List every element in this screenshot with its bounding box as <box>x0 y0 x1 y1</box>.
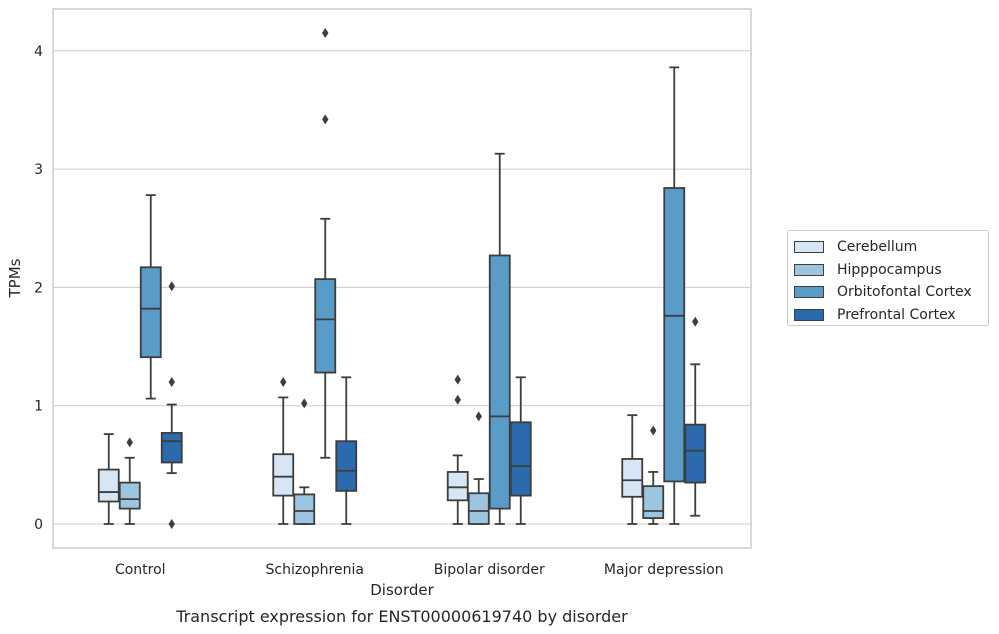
outlier-point <box>168 377 175 388</box>
x-tick-label-bipolar-disorder: Bipolar disorder <box>434 562 545 578</box>
legend: Cerebellum Hipppocampus Orbitofontal Cor… <box>787 230 989 326</box>
box-iqr <box>663 187 686 483</box>
outlier-point <box>692 316 699 327</box>
box-plot-series <box>97 28 707 529</box>
outlier-point <box>454 374 461 385</box>
outlier-point <box>322 114 329 125</box>
outlier-point <box>126 437 133 448</box>
outlier-point <box>475 411 482 422</box>
box-iqr <box>446 471 469 502</box>
legend-swatch-hippocampus <box>794 263 824 276</box>
legend-swatch-prefrontal-cortex <box>794 308 824 321</box>
box-iqr <box>97 468 120 503</box>
plot-frame <box>52 8 752 549</box>
box-3-1 <box>642 425 665 525</box>
legend-label-cerebellum: Cerebellum <box>837 239 918 256</box>
y-tick-label-4: 4 <box>34 44 43 60</box>
box-iqr <box>684 423 707 484</box>
y-tick-label-1: 1 <box>34 399 43 415</box>
box-1-0 <box>272 377 295 525</box>
box-iqr <box>118 481 141 510</box>
outlier-point <box>301 398 308 409</box>
x-axis-label: Disorder <box>370 581 434 599</box>
outlier-point <box>322 28 329 39</box>
legend-item-cerebellum: Cerebellum <box>794 236 988 259</box>
legend-item-orbitofrontal-cortex: Orbitofontal Cortex <box>794 281 988 304</box>
x-tick-label-control: Control <box>115 562 166 578</box>
box-1-1 <box>293 398 316 525</box>
box-0-2 <box>139 194 162 400</box>
box-iqr <box>314 278 337 374</box>
legend-swatch-cerebellum <box>794 241 824 254</box>
legend-label-orbitofrontal-cortex: Orbitofontal Cortex <box>837 284 972 301</box>
x-tick-labels: Control Schizophrenia Bipolar disorder Majo… <box>115 562 724 578</box>
box-1-2 <box>314 28 337 459</box>
y-tick-label-3: 3 <box>34 162 43 178</box>
legend-item-hippocampus: Hipppocampus <box>794 259 988 282</box>
x-tick-label-schizophrenia: Schizophrenia <box>266 562 364 578</box>
x-tick-label-major-depression: Major depression <box>604 562 724 578</box>
outlier-point <box>650 425 657 436</box>
y-axis-label: TPMs <box>6 258 24 298</box>
outlier-point <box>168 519 175 529</box>
box-0-1 <box>118 437 141 525</box>
box-iqr <box>467 492 490 525</box>
box-3-2 <box>663 66 686 525</box>
outlier-point <box>280 377 287 388</box>
box-iqr <box>488 254 511 510</box>
legend-label-prefrontal-cortex: Prefrontal Cortex <box>837 306 956 323</box>
box-0-0 <box>97 433 120 525</box>
box-2-1 <box>467 411 490 525</box>
box-2-2 <box>488 152 511 525</box>
box-3-0 <box>621 414 644 525</box>
box-0-3 <box>160 281 183 529</box>
legend-swatch-orbitofrontal-cortex <box>794 286 824 299</box>
box-iqr <box>621 458 644 498</box>
box-iqr <box>335 440 358 492</box>
chart-title: Transcript expression for ENST0000061974… <box>175 607 628 626</box>
box-3-3 <box>684 316 707 517</box>
box-iqr <box>642 485 665 519</box>
box-iqr <box>139 266 162 359</box>
box-2-0 <box>446 374 469 525</box>
box-iqr <box>160 432 183 464</box>
y-tick-labels: 0 1 2 3 4 <box>34 44 43 533</box>
legend-item-prefrontal-cortex: Prefrontal Cortex <box>794 304 988 327</box>
box-2-3 <box>509 376 532 525</box>
outlier-point <box>454 394 461 405</box>
box-1-3 <box>335 376 358 525</box>
y-tick-label-0: 0 <box>34 517 43 533</box>
plot-border <box>52 8 752 549</box>
box-iqr <box>293 493 316 525</box>
box-iqr <box>272 453 295 497</box>
y-tick-label-2: 2 <box>34 280 43 296</box>
box-iqr <box>509 421 532 497</box>
legend-label-hippocampus: Hipppocampus <box>837 261 942 278</box>
outlier-point <box>168 281 175 292</box>
